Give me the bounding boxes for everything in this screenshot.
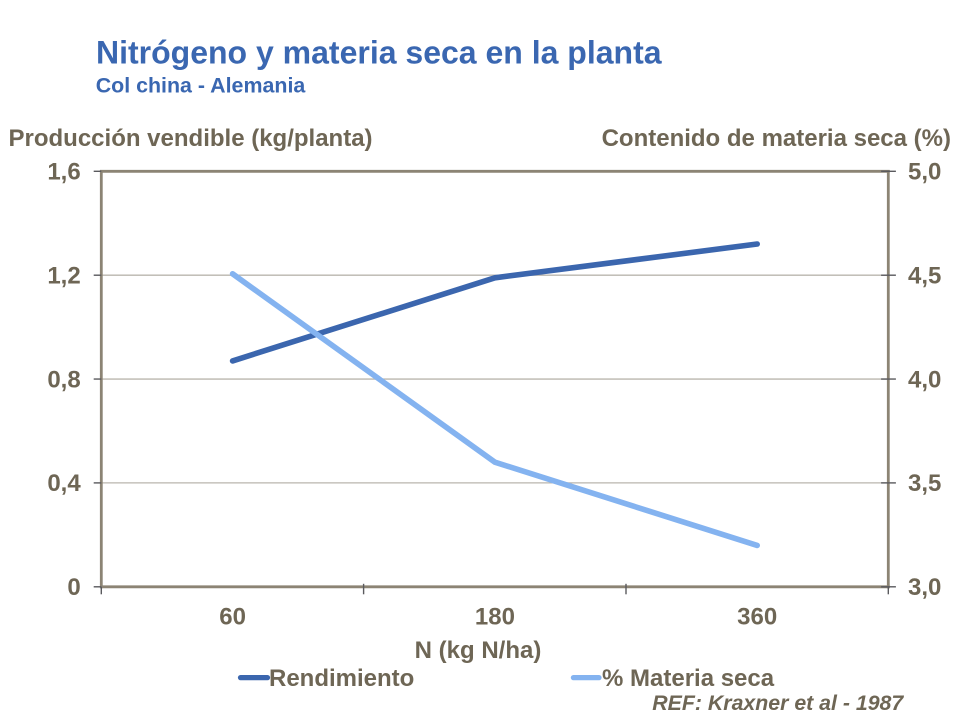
svg-text:0,4: 0,4 bbox=[47, 470, 81, 497]
svg-text:N (kg N/ha): N (kg N/ha) bbox=[415, 637, 542, 664]
svg-text:4,0: 4,0 bbox=[908, 366, 941, 393]
svg-text:Col china - Alemania: Col china - Alemania bbox=[96, 74, 307, 98]
svg-text:3,5: 3,5 bbox=[908, 470, 941, 497]
svg-text:360: 360 bbox=[737, 604, 777, 631]
svg-text:60: 60 bbox=[219, 604, 246, 631]
svg-text:5,0: 5,0 bbox=[908, 159, 941, 186]
svg-text:0: 0 bbox=[67, 574, 80, 601]
svg-text:Rendimiento: Rendimiento bbox=[269, 665, 414, 692]
svg-text:0,8: 0,8 bbox=[47, 366, 80, 393]
svg-text:% Materia seca: % Materia seca bbox=[602, 665, 775, 692]
svg-text:Producción vendible (kg/planta: Producción vendible (kg/planta) bbox=[9, 125, 373, 152]
svg-text:Contenido de materia seca (%): Contenido de materia seca (%) bbox=[602, 125, 951, 152]
svg-text:REF: Kraxner et al - 1987: REF: Kraxner et al - 1987 bbox=[652, 691, 904, 715]
svg-text:3,0: 3,0 bbox=[908, 574, 941, 601]
svg-text:180: 180 bbox=[475, 604, 515, 631]
svg-text:4,5: 4,5 bbox=[908, 263, 941, 290]
svg-text:Nitrógeno y materia seca en la: Nitrógeno y materia seca en la planta bbox=[96, 35, 662, 71]
svg-text:1,6: 1,6 bbox=[47, 159, 80, 186]
svg-text:1,2: 1,2 bbox=[47, 263, 80, 290]
